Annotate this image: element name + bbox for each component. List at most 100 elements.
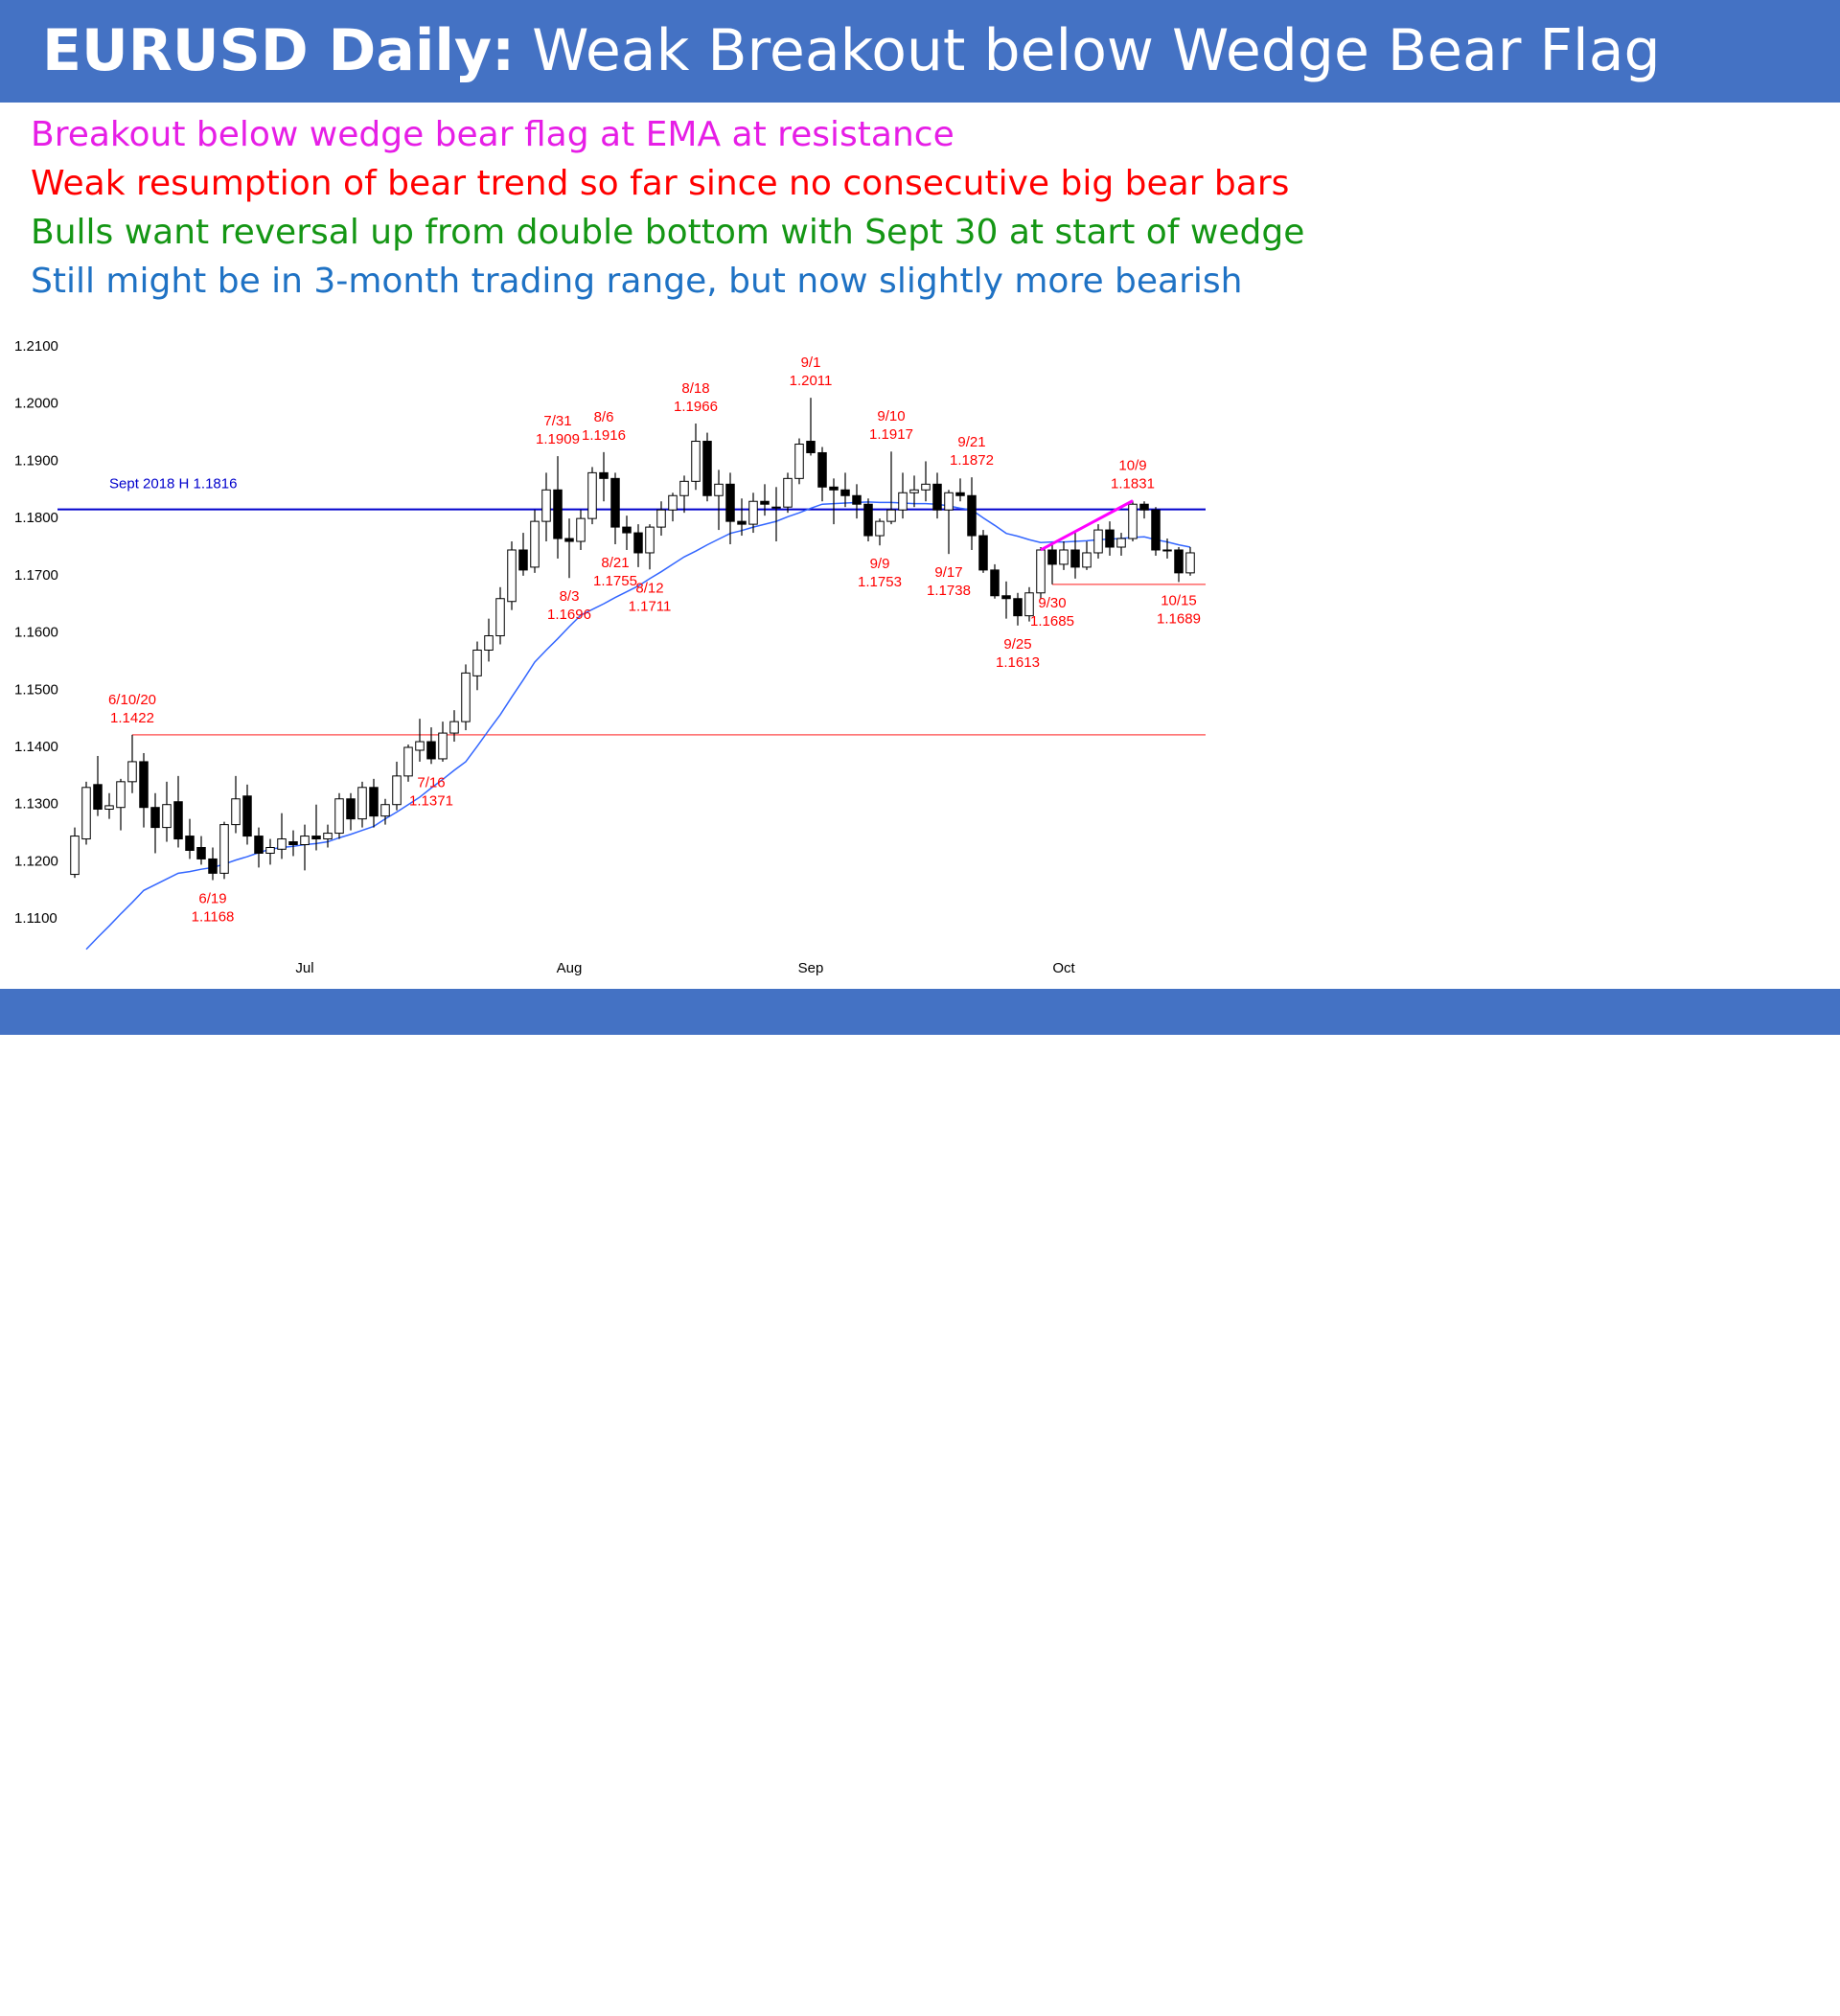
annotation-date: 8/6 — [594, 409, 614, 425]
candle-body — [932, 483, 942, 511]
candle-body — [426, 741, 436, 760]
candle-body — [162, 804, 172, 829]
candle-body — [702, 441, 712, 496]
candle-body — [633, 532, 643, 554]
title: EURUSD Daily: Weak Breakout below Wedge B… — [42, 17, 1661, 84]
candle-body — [852, 494, 862, 505]
note: Still might be in 3-month trading range,… — [31, 262, 1243, 301]
candle-body — [380, 804, 390, 817]
candle-body — [564, 538, 574, 542]
candle-body — [748, 500, 758, 525]
candle-body — [1036, 549, 1046, 594]
candle-body — [1185, 552, 1195, 574]
candle-body — [461, 672, 471, 722]
annotation-price: 1.1909 — [536, 431, 580, 447]
annotation-price: 1.1711 — [629, 598, 672, 614]
y-tick-label: 1.1900 — [14, 452, 58, 469]
annotation-price: 1.1872 — [950, 452, 994, 469]
candle-body — [392, 775, 402, 806]
annotation-date: 9/10 — [877, 408, 905, 424]
annotation-price: 1.2011 — [790, 373, 833, 389]
candle-body — [196, 847, 206, 859]
candle-body — [323, 833, 333, 840]
candle-body — [898, 492, 908, 511]
annotation-price: 1.1738 — [927, 583, 971, 599]
candle-body — [599, 471, 609, 479]
candle-body — [909, 489, 919, 493]
annotation-price: 1.1168 — [192, 909, 235, 926]
candle-body — [495, 598, 505, 637]
candle-body — [610, 477, 620, 528]
annotation-price: 1.1966 — [674, 399, 718, 415]
candle-body — [553, 489, 563, 539]
annotation-date: 8/21 — [601, 555, 629, 571]
candle-body — [725, 483, 735, 522]
annotation-date: 9/17 — [934, 564, 962, 581]
x-tick-label: Aug — [557, 960, 583, 976]
candle-body — [438, 732, 448, 760]
x-tick-label: Jul — [295, 960, 313, 976]
candle-body — [1162, 549, 1172, 552]
candle-body — [1013, 598, 1023, 617]
candle-body — [714, 483, 724, 496]
candle-body — [737, 520, 747, 525]
level-label: Sept 2018 H 1.1816 — [109, 476, 237, 493]
annotation-date: 10/9 — [1118, 458, 1146, 474]
candle-body — [254, 836, 264, 854]
candle-body — [208, 858, 218, 874]
candle-body — [1059, 549, 1069, 565]
annotation-price: 1.1916 — [582, 427, 626, 444]
annotation-price: 1.1613 — [996, 654, 1040, 671]
candle-body — [334, 798, 344, 835]
candle-body — [1082, 552, 1092, 568]
candle-body — [449, 721, 459, 734]
candle-body — [277, 838, 287, 850]
note: Bulls want reversal up from double botto… — [31, 213, 1305, 252]
annotation-date: 8/18 — [681, 380, 709, 397]
candle-body — [587, 471, 597, 519]
candle-body — [921, 483, 931, 491]
annotation-price: 1.1831 — [1111, 476, 1155, 493]
candle-body — [1070, 549, 1080, 568]
candle-body — [668, 494, 678, 511]
candle-body — [518, 549, 528, 571]
annotation-price: 1.1753 — [858, 574, 902, 590]
candle-body — [265, 847, 275, 854]
candle-body — [484, 635, 494, 651]
candle-body — [104, 805, 114, 810]
chart: 1.1100 1.1200 1.1300 1.1400 1.1500 1.1600 1.17… — [14, 338, 1206, 976]
annotation-date: 9/30 — [1038, 595, 1066, 611]
header-band: EURUSD Daily: Weak Breakout below Wedge B… — [0, 0, 1840, 103]
annotation-date: 8/12 — [635, 580, 663, 596]
candle-body — [530, 520, 540, 568]
candle-body — [173, 801, 183, 840]
candle-body — [1151, 509, 1161, 551]
annotation-date: 8/3 — [560, 588, 580, 605]
candle-body — [645, 526, 655, 554]
annotation-date: 9/9 — [870, 556, 890, 572]
candle-body — [185, 836, 195, 851]
candle-body — [1001, 595, 1011, 600]
candle-body — [875, 520, 885, 537]
candle-body — [840, 489, 850, 496]
trend-line — [1040, 499, 1134, 552]
y-tick-label: 1.1300 — [14, 796, 58, 813]
candle-body — [794, 444, 804, 479]
candle-body — [81, 787, 91, 840]
candle-body — [817, 451, 827, 488]
candle-body — [978, 535, 988, 571]
y-tick-label: 1.1500 — [14, 681, 58, 698]
annotation-date: 6/19 — [198, 891, 226, 907]
candle-body — [944, 492, 954, 511]
annotation-price: 1.1689 — [1157, 610, 1201, 627]
candle-body — [967, 494, 977, 537]
candle-body — [656, 509, 666, 528]
candle-body — [1139, 503, 1149, 511]
x-tick-label: Oct — [1052, 960, 1075, 976]
candle-body — [415, 741, 425, 751]
annotation-date: 9/1 — [801, 355, 821, 371]
candle-body — [622, 526, 632, 534]
y-tick-label: 1.2000 — [14, 396, 58, 412]
candle-body — [679, 480, 689, 496]
annotation-date: 9/25 — [1003, 636, 1031, 653]
